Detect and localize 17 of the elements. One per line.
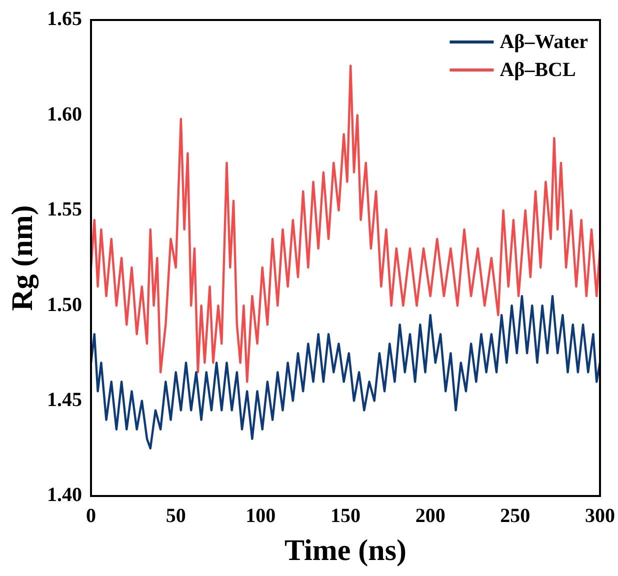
x-tick-label: 250 bbox=[500, 505, 530, 528]
y-axis-title: Rg (nm) bbox=[6, 205, 39, 311]
legend-label: Aβ–BCL bbox=[500, 59, 576, 82]
x-tick-label: 50 bbox=[166, 505, 186, 528]
y-tick-label: 1.60 bbox=[47, 103, 82, 126]
y-tick-label: 1.50 bbox=[47, 294, 82, 316]
x-tick-label: 150 bbox=[330, 505, 360, 528]
y-tick-label: 1.40 bbox=[47, 484, 82, 506]
legend-label: Aβ–Water bbox=[500, 31, 588, 54]
y-tick-label: 1.45 bbox=[47, 388, 82, 411]
x-tick-label: 0 bbox=[86, 505, 96, 528]
x-tick-label: 300 bbox=[585, 505, 615, 528]
y-tick-label: 1.65 bbox=[47, 8, 82, 30]
y-tick-label: 1.55 bbox=[47, 198, 82, 221]
x-tick-label: 200 bbox=[415, 505, 446, 528]
x-tick-label: 100 bbox=[246, 505, 276, 528]
x-axis-title: Time (ns) bbox=[284, 534, 406, 567]
